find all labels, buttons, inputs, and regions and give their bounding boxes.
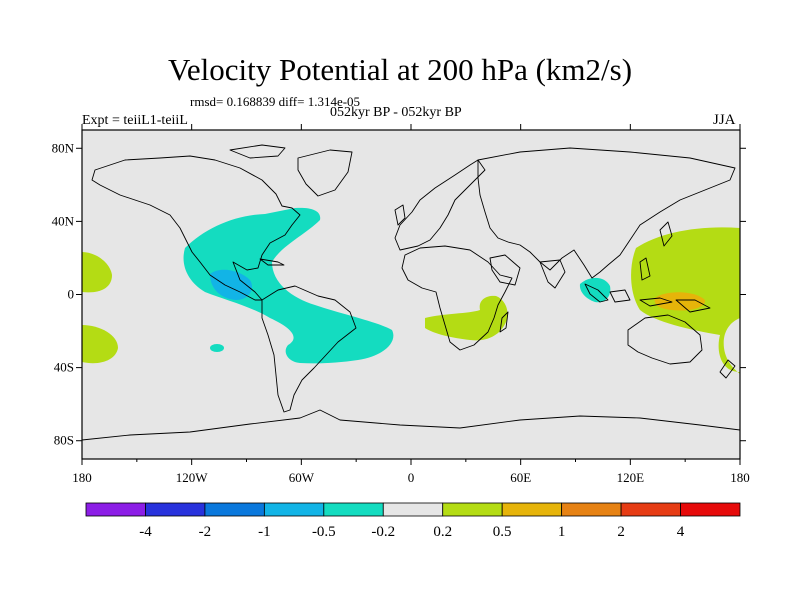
dateline-south-positive xyxy=(82,325,118,364)
colorbar-box xyxy=(501,502,563,517)
lon-tick-label: 0 xyxy=(408,470,415,485)
lat-tick-label: 80S xyxy=(54,433,74,448)
colorbar-box xyxy=(620,502,681,517)
experiment-label: Expt = teiiL1-teiiL xyxy=(82,113,188,128)
dateline-north-positive xyxy=(82,252,112,293)
colorbar-label: -2 xyxy=(199,524,212,540)
lon-tick-label: 180 xyxy=(730,470,750,485)
anomaly-fields xyxy=(82,207,740,374)
map-background xyxy=(82,130,740,459)
colorbar-box xyxy=(263,502,325,517)
colorbar-label: -0.2 xyxy=(371,524,395,540)
colorbar-box xyxy=(561,502,622,517)
colorbar-label: 2 xyxy=(617,524,625,540)
colorbar-box xyxy=(145,502,206,517)
colorbar-label: 1 xyxy=(558,524,566,540)
colorbar-box xyxy=(85,502,146,517)
south-africa-positive xyxy=(425,295,508,341)
colorbar-box xyxy=(680,502,741,517)
colorbar-label: -1 xyxy=(258,524,271,540)
period-label: 052kyr BP - 052kyr BP xyxy=(330,105,462,120)
colorbar-box xyxy=(204,502,265,517)
lat-tick-label: 80N xyxy=(52,140,75,155)
lat-tick-label: 40N xyxy=(52,213,75,228)
colorbar-label: 0.2 xyxy=(433,524,452,540)
lon-tick-label: 60W xyxy=(289,470,315,485)
rmsd-diff-stats: rmsd= 0.168839 diff= 1.314e-05 xyxy=(190,94,361,109)
season-label: JJA xyxy=(713,112,736,128)
new-guinea-core xyxy=(654,292,706,311)
lon-tick-label: 120E xyxy=(617,470,645,485)
lon-tick-label: 120W xyxy=(176,470,209,485)
axis-labels: 180 120W 60W 0 60E 120E 180 80N 40N 0 40S 80S xyxy=(52,140,750,485)
lat-tick-label: 0 xyxy=(68,287,75,302)
map-title: Velocity Potential at 200 hPa (km2/s) xyxy=(167,52,633,87)
americas-negative xyxy=(183,207,394,364)
lon-tick-label: 180 xyxy=(72,470,92,485)
colorbar-box xyxy=(442,502,503,517)
colorbar-box xyxy=(323,502,384,517)
colorbar-label: 0.5 xyxy=(493,524,512,540)
sumatra-negative xyxy=(579,277,611,303)
axis-ticks xyxy=(76,124,746,465)
coastlines xyxy=(82,144,740,459)
small-negative-spot xyxy=(210,344,224,352)
colorbar: -4 -2 -1 -0.5 -0.2 0.2 0.5 1 2 4 xyxy=(85,502,741,540)
lat-tick-label: 40S xyxy=(54,360,74,375)
lon-tick-label: 60E xyxy=(510,470,531,485)
colorbar-box xyxy=(382,502,444,517)
colorbar-label: 4 xyxy=(677,524,685,540)
colorbar-label: -0.5 xyxy=(312,524,336,540)
colorbar-label: -4 xyxy=(139,524,152,540)
